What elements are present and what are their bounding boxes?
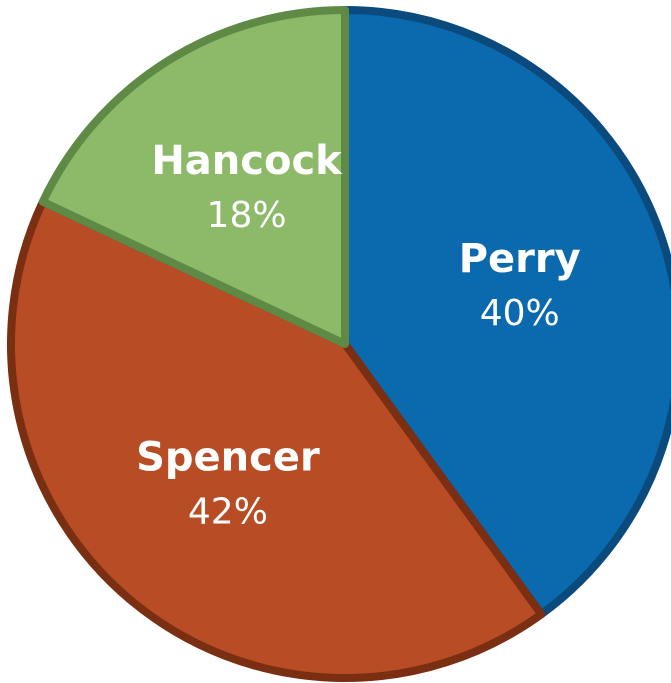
slice-value-label: 18%	[207, 195, 287, 236]
pie-slice	[38, 6, 349, 348]
slice-label: Perry	[459, 236, 581, 282]
slice-label: Spencer	[136, 435, 320, 481]
slice-label: Hancock	[151, 138, 343, 184]
slice-value-label: 42%	[188, 492, 268, 533]
pie-slice	[341, 6, 671, 619]
pie-slice	[7, 197, 546, 682]
slice-value-label: 40%	[480, 293, 560, 334]
